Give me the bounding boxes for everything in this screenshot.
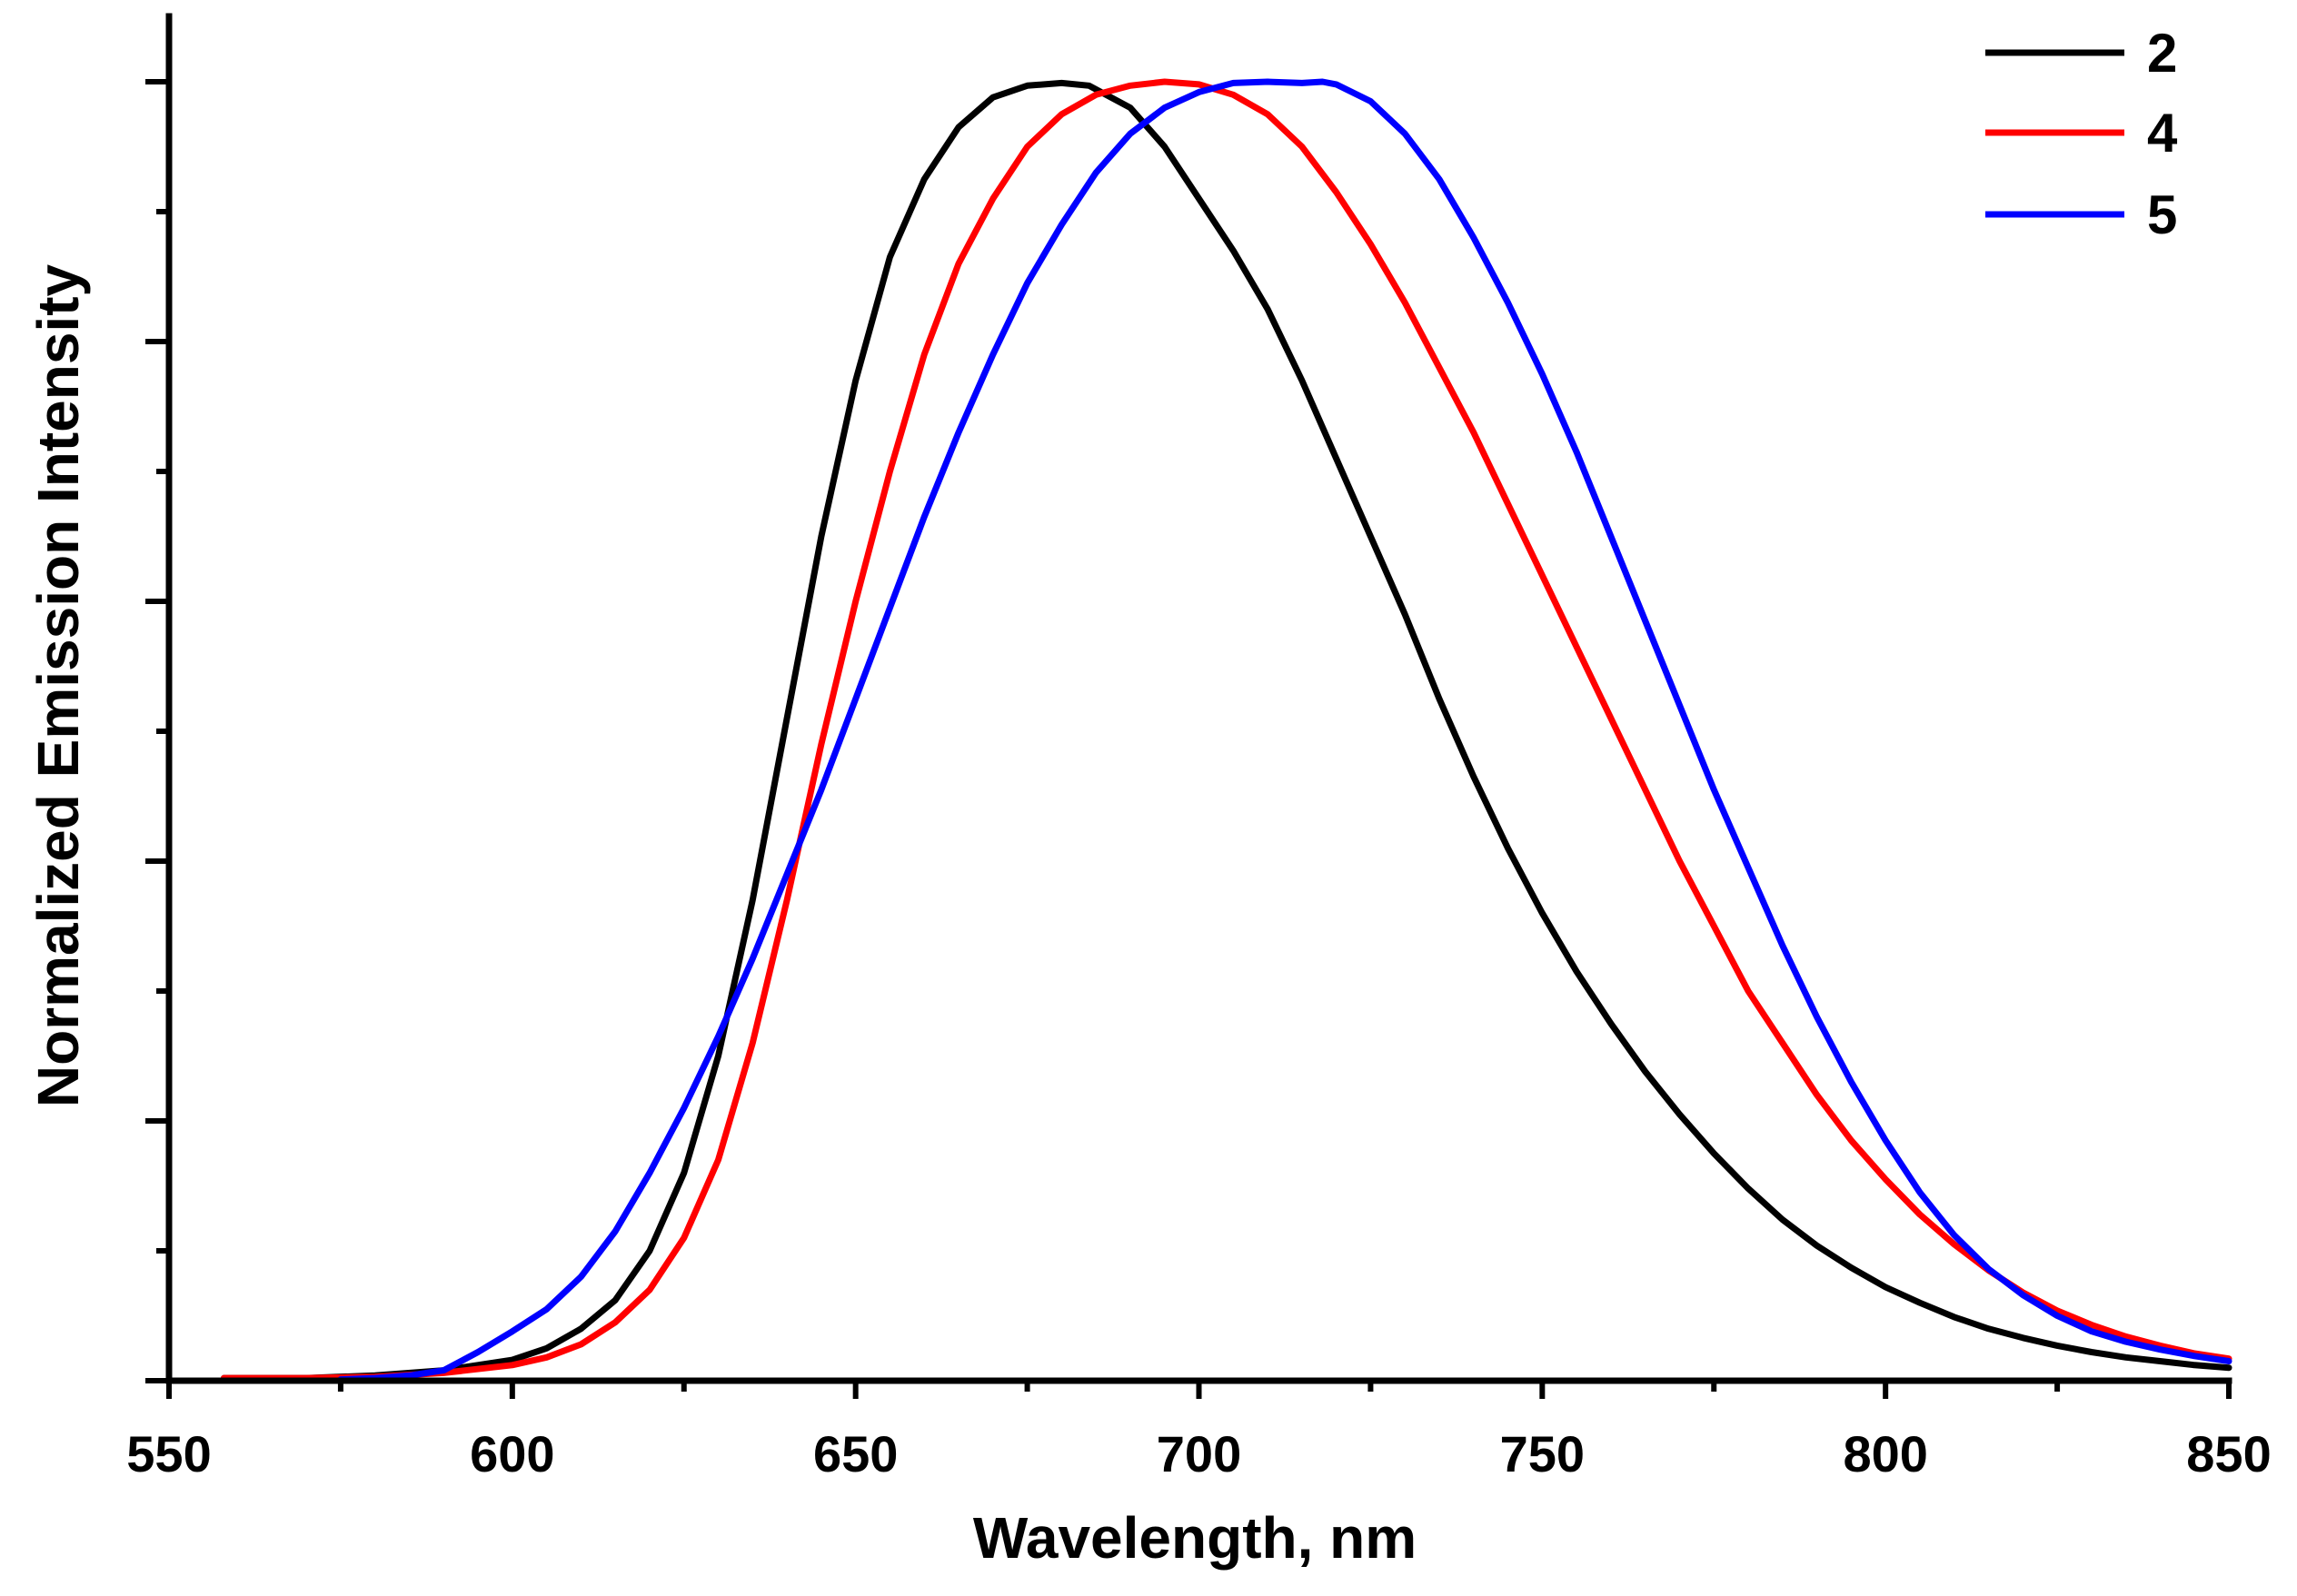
series-line-5 xyxy=(337,78,2232,1383)
legend: 2 4 5 xyxy=(1985,23,2178,245)
series-layer xyxy=(221,78,2232,1383)
legend-label-5: 5 xyxy=(2147,184,2177,245)
x-tick-label-600: 600 xyxy=(470,1425,554,1482)
series-line-4 xyxy=(221,78,2232,1382)
x-tick-label-750: 750 xyxy=(1500,1425,1585,1482)
x-tick-label-700: 700 xyxy=(1157,1425,1241,1482)
x-tick-label-650: 650 xyxy=(813,1425,898,1482)
x-tick-label-850: 850 xyxy=(2186,1425,2271,1482)
axes-layer: 550 600 650 700 750 800 850 xyxy=(126,13,2272,1482)
series-line-2 xyxy=(221,79,2232,1382)
legend-label-4: 4 xyxy=(2147,103,2178,164)
x-tick-label-550: 550 xyxy=(126,1425,211,1482)
y-axis-title: Normalized Emission Intensity xyxy=(25,263,91,1107)
x-tick-label-800: 800 xyxy=(1843,1425,1927,1482)
x-axis-title: Wavelength, nm xyxy=(973,1505,1417,1571)
legend-label-2: 2 xyxy=(2147,23,2177,84)
